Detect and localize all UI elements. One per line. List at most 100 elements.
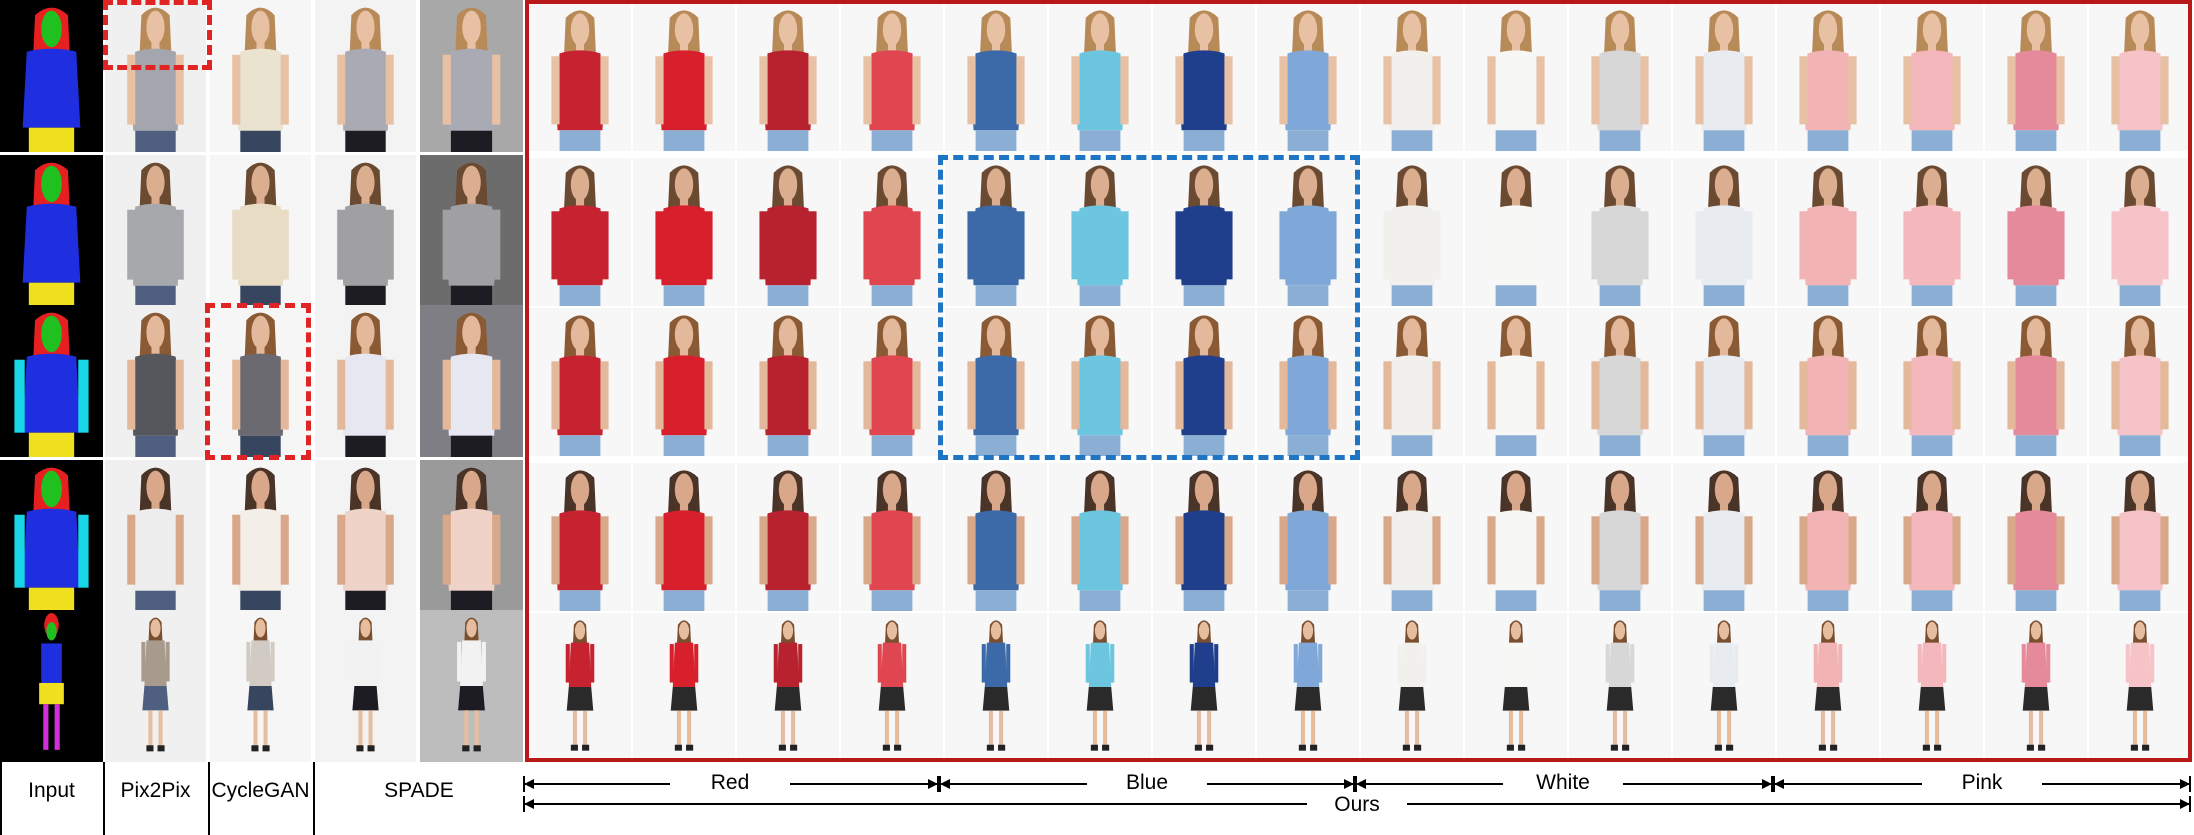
ours-white-output-image [1361,308,1463,456]
ours-red-output-image [841,3,943,151]
ours-red-output-image [529,158,631,306]
segmentation-input-image [0,610,103,762]
ours-white-output-image [1569,3,1671,151]
ours-red-output-image [633,463,735,611]
blue-consistency-highlight [938,155,1360,460]
separator-line [208,762,210,835]
ours-red-output-image [633,158,735,306]
ours-white-output-image [1465,308,1567,456]
pix2pix-output-image [105,610,206,762]
ours-results-frame [525,0,2192,762]
ours-red-output-image [633,308,735,456]
pix2pix-output-image [105,155,206,307]
ours-white-output-image [1569,158,1671,306]
ours-blue-output-image [1153,158,1255,306]
segmentation-input-image [0,460,103,612]
ours-blue-output-image [1153,613,1255,761]
ours-red-output-image [841,463,943,611]
ours-pink-output-image [1985,3,2087,151]
ours-red-output-image [529,613,631,761]
cyclegan-column-label: CycleGAN [211,779,310,802]
ours-white-output-image [1569,463,1671,611]
ours-blue-output-image [1049,613,1151,761]
pix2pix-column-label: Pix2Pix [120,779,191,802]
ours-pink-output-image [1881,463,1983,611]
ours-pink-output-image [1881,158,1983,306]
ours-pink-output-image [1985,158,2087,306]
ours-blue-output-image [945,463,1047,611]
spade-output-image [420,0,523,152]
ours-blue-output-image [1153,463,1255,611]
blue-group-label: Blue [1087,772,1207,793]
ours-white-output-image [1673,463,1775,611]
ours-pink-output-image [2089,463,2191,611]
ours-white-output-image [1465,463,1567,611]
ours-pink-output-image [1881,308,1983,456]
spade-output-image [420,155,523,307]
ours-red-output-image [529,308,631,456]
ours-white-output-image [1673,308,1775,456]
spade-output-image [420,305,523,457]
ours-red-output-image [633,613,735,761]
spade-output-image [420,460,523,612]
ours-white-output-image [1569,613,1671,761]
segmentation-input-image [0,155,103,307]
ours-blue-output-image [1257,613,1359,761]
ours-blue-output-image [1049,308,1151,456]
spade-output-image [315,305,416,457]
ours-white-output-image [1361,3,1463,151]
ours-red-output-image [841,308,943,456]
separator-line [313,762,315,835]
ours-pink-output-image [1777,3,1879,151]
ours-blue-output-image [1257,158,1359,306]
spade-column-label: SPADE [384,779,454,802]
ours-red-output-image [841,158,943,306]
ours-white-output-image [1673,158,1775,306]
ours-red-output-image [841,613,943,761]
input-column-label: Input [28,779,75,802]
ours-white-output-image [1361,463,1463,611]
ours-blue-output-image [945,308,1047,456]
spade-output-image [315,610,416,762]
ours-white-output-image [1465,158,1567,306]
separator-line [103,762,105,835]
pix2pix-artifact-highlight [103,0,212,70]
ours-red-output-image [737,613,839,761]
ours-red-output-image [633,3,735,151]
cyclegan-output-image [210,460,311,612]
ours-white-output-image [1569,308,1671,456]
spade-output-image [420,610,523,762]
cyclegan-artifact-highlight [205,303,311,460]
ours-white-output-image [1673,3,1775,151]
ours-white-output-image [1465,3,1567,151]
cyclegan-output-image [210,0,311,152]
segmentation-input-image [0,0,103,152]
red-group-label: Red [670,772,790,793]
spade-output-image [315,460,416,612]
ours-pink-output-image [1777,158,1879,306]
ours-blue-output-image [945,3,1047,151]
ours-pink-output-image [1777,308,1879,456]
ours-white-output-image [1361,613,1463,761]
ours-blue-output-image [1049,463,1151,611]
pix2pix-output-image [105,305,206,457]
white-group-label: White [1503,772,1623,793]
ours-red-output-image [529,463,631,611]
ours-pink-output-image [1985,613,2087,761]
ours-pink-output-image [1985,308,2087,456]
cyclegan-output-image [210,155,311,307]
ours-blue-output-image [1153,308,1255,456]
ours-red-output-image [737,3,839,151]
ours-pink-output-image [2089,158,2191,306]
ours-pink-output-image [2089,613,2191,761]
ours-pink-output-image [1777,613,1879,761]
ours-pink-output-image [2089,3,2191,151]
separator-line [0,762,2,835]
spade-output-image [315,155,416,307]
ours-blue-output-image [1257,3,1359,151]
segmentation-input-image [0,305,103,457]
spade-output-image [315,0,416,152]
ours-red-output-image [529,3,631,151]
ours-red-output-image [737,463,839,611]
ours-blue-output-image [1049,3,1151,151]
